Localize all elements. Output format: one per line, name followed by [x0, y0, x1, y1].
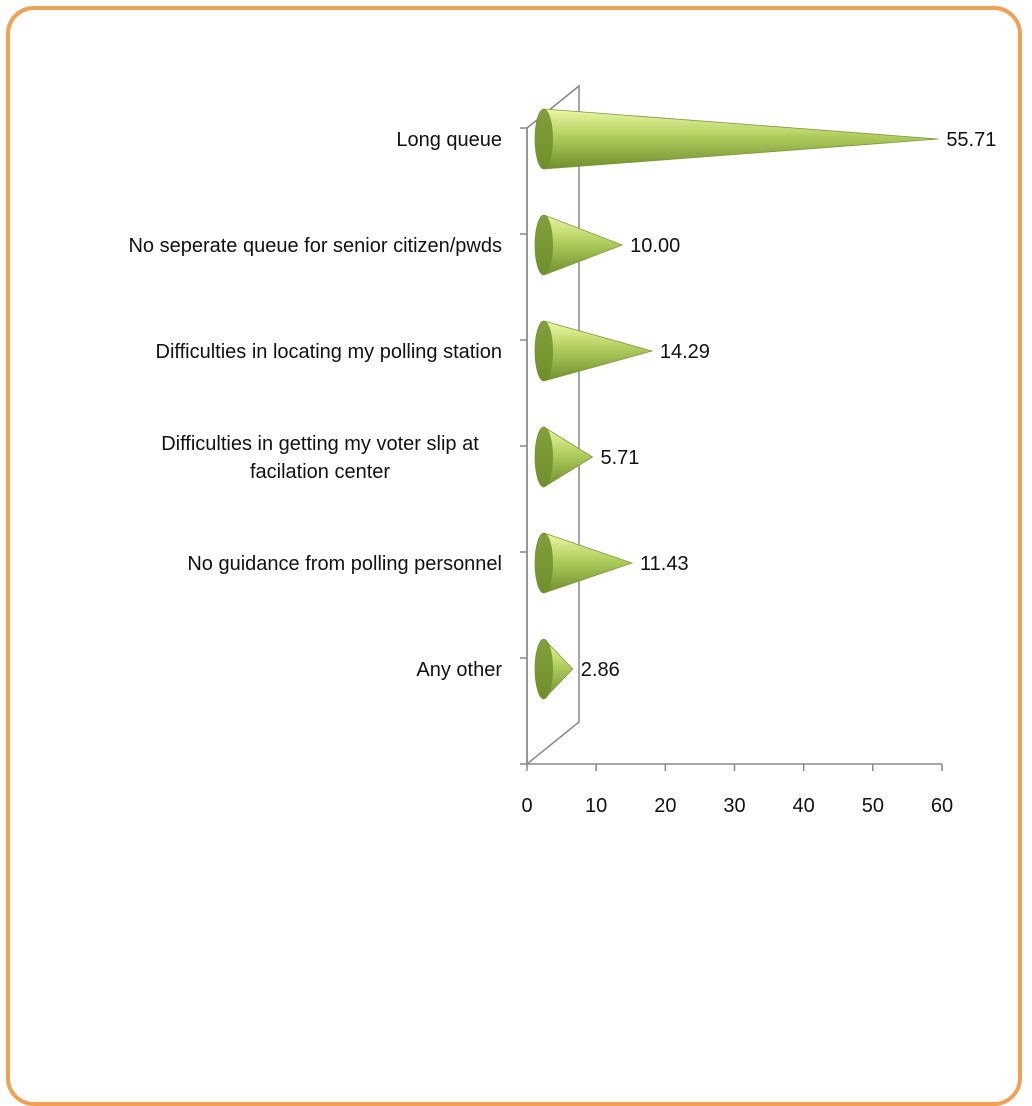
category-label: Difficulties in getting my voter slip at	[161, 433, 479, 455]
category-label: No seperate queue for senior citizen/pwd…	[128, 235, 502, 257]
cone-base	[535, 321, 553, 381]
category-label: Any other	[416, 659, 502, 681]
cone-base	[535, 533, 553, 593]
category-label: No guidance from polling personnel	[187, 553, 502, 575]
x-tick-label: 30	[723, 795, 745, 817]
cone-bar	[534, 320, 654, 382]
cone-bar	[534, 638, 574, 700]
data-label: 11.43	[640, 553, 689, 575]
x-tick-label: 40	[793, 795, 815, 817]
chart-labels: 0 10 20 30 40 50 60 2.86 Any other 11.43 No guidan…	[128, 129, 996, 817]
category-label: Difficulties in locating my polling stat…	[156, 341, 502, 363]
x-tick-label: 0	[521, 795, 532, 817]
x-tick-label: 10	[585, 795, 607, 817]
data-label: 55.71	[946, 129, 996, 151]
category-label: facilation center	[250, 461, 390, 483]
chart-axes	[520, 84, 943, 771]
data-label: 2.86	[581, 659, 620, 681]
cone-base	[535, 427, 553, 487]
chart-frame	[6, 6, 1022, 1106]
chart-cones	[534, 108, 939, 700]
data-label: 14.29	[660, 341, 710, 363]
x-tick-label: 50	[862, 795, 884, 817]
cone-base	[535, 109, 553, 169]
data-label: 10.00	[630, 235, 680, 257]
cone-bar	[534, 108, 939, 170]
cone-bar	[534, 426, 594, 488]
cone-bar	[534, 532, 634, 594]
cone-bar	[534, 214, 624, 276]
x-tick-label: 20	[654, 795, 676, 817]
category-label: Long queue	[396, 129, 502, 151]
data-label: 5.71	[600, 447, 639, 469]
cone-base	[535, 215, 553, 275]
cone-shape	[534, 108, 939, 170]
cone-base	[535, 639, 553, 699]
x-tick-label: 60	[931, 795, 953, 817]
